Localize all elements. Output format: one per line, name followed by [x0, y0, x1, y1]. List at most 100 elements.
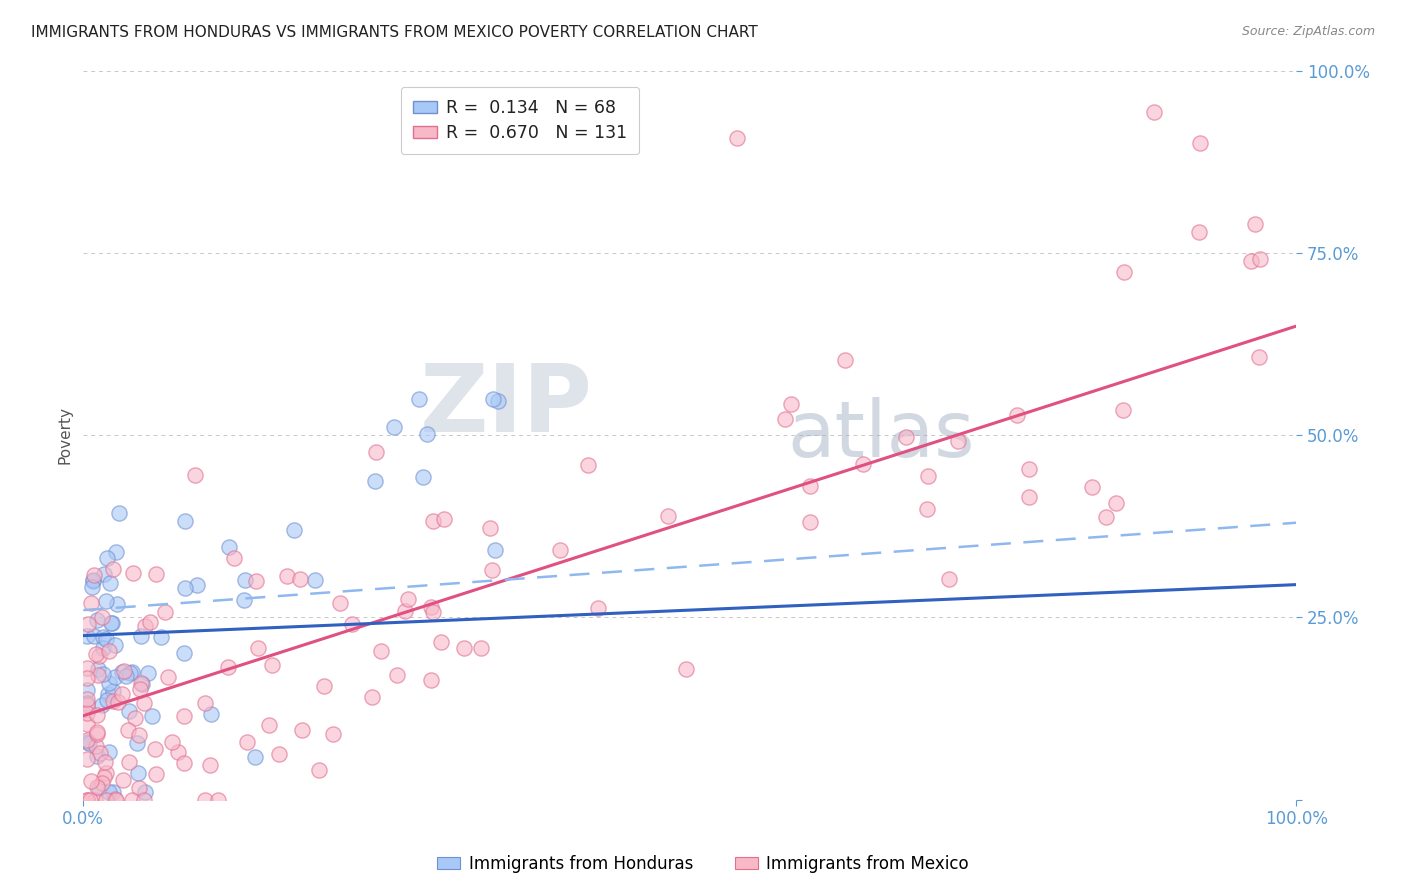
Point	[779, 397, 801, 411]
Point	[101, 615, 124, 630]
Point	[80, 774, 103, 789]
Point	[852, 457, 875, 471]
Point	[145, 767, 167, 781]
Point	[91, 610, 114, 624]
Point	[479, 521, 502, 535]
Point	[657, 509, 679, 524]
Point	[91, 776, 114, 790]
Point	[107, 695, 129, 709]
Point	[97, 785, 120, 799]
Point	[314, 679, 336, 693]
Point	[366, 445, 388, 459]
Point	[361, 690, 384, 705]
Point	[894, 430, 917, 444]
Point	[166, 745, 188, 759]
Point	[86, 727, 108, 741]
Point	[419, 673, 441, 687]
Point	[124, 711, 146, 725]
Point	[304, 573, 326, 587]
Point	[233, 573, 256, 587]
Point	[915, 502, 938, 516]
Point	[453, 641, 475, 656]
Point	[382, 420, 405, 434]
Point	[420, 599, 443, 614]
Point	[97, 675, 120, 690]
Point	[1247, 350, 1270, 364]
Y-axis label: Poverty: Poverty	[58, 406, 72, 465]
Point	[96, 693, 118, 707]
Point	[139, 615, 162, 630]
Point	[94, 765, 117, 780]
Point	[276, 569, 298, 583]
Point	[86, 708, 108, 723]
Point	[260, 658, 283, 673]
Point	[1105, 495, 1128, 509]
Point	[340, 617, 363, 632]
Point	[422, 605, 444, 619]
Point	[1249, 252, 1271, 266]
Point	[128, 780, 150, 795]
Point	[160, 735, 183, 749]
Point	[111, 665, 134, 679]
Point	[127, 766, 149, 780]
Point	[291, 723, 314, 737]
Point	[174, 514, 197, 528]
Point	[134, 619, 156, 633]
Point	[97, 687, 120, 701]
Point	[173, 756, 195, 771]
Point	[200, 706, 222, 721]
Point	[1187, 225, 1209, 239]
Point	[470, 641, 492, 656]
Point	[224, 551, 246, 566]
Point	[412, 469, 434, 483]
Point	[76, 692, 98, 706]
Point	[938, 572, 960, 586]
Text: IMMIGRANTS FROM HONDURAS VS IMMIGRANTS FROM MEXICO POVERTY CORRELATION CHART: IMMIGRANTS FROM HONDURAS VS IMMIGRANTS F…	[31, 25, 758, 40]
Point	[86, 647, 108, 661]
Point	[79, 792, 101, 806]
Point	[486, 394, 509, 409]
Point	[387, 668, 409, 682]
Point	[1005, 408, 1028, 422]
Point	[370, 644, 392, 658]
Point	[675, 662, 697, 676]
Point	[91, 666, 114, 681]
Point	[76, 751, 98, 765]
Point	[481, 392, 503, 406]
Point	[111, 772, 134, 787]
Point	[111, 687, 134, 701]
Point	[1080, 480, 1102, 494]
Point	[1112, 403, 1135, 417]
Point	[259, 718, 281, 732]
Point	[104, 638, 127, 652]
Point	[76, 696, 98, 710]
Point	[481, 563, 503, 577]
Point	[218, 541, 240, 555]
Point	[83, 629, 105, 643]
Point	[128, 682, 150, 697]
Point	[725, 131, 748, 145]
Point	[433, 512, 456, 526]
Point	[86, 748, 108, 763]
Point	[484, 542, 506, 557]
Point	[322, 727, 344, 741]
Point	[108, 506, 131, 520]
Point	[122, 566, 145, 580]
Point	[799, 479, 821, 493]
Point	[76, 792, 98, 806]
Point	[112, 664, 135, 678]
Point	[118, 705, 141, 719]
Point	[91, 641, 114, 656]
Point	[121, 665, 143, 680]
Text: atlas: atlas	[787, 397, 974, 474]
Point	[364, 474, 387, 488]
Point	[1240, 254, 1263, 268]
Point	[773, 412, 796, 426]
Point	[132, 792, 155, 806]
Point	[83, 568, 105, 582]
Point	[94, 594, 117, 608]
Point	[1018, 462, 1040, 476]
Point	[96, 792, 118, 806]
Point	[156, 670, 179, 684]
Point	[946, 434, 969, 449]
